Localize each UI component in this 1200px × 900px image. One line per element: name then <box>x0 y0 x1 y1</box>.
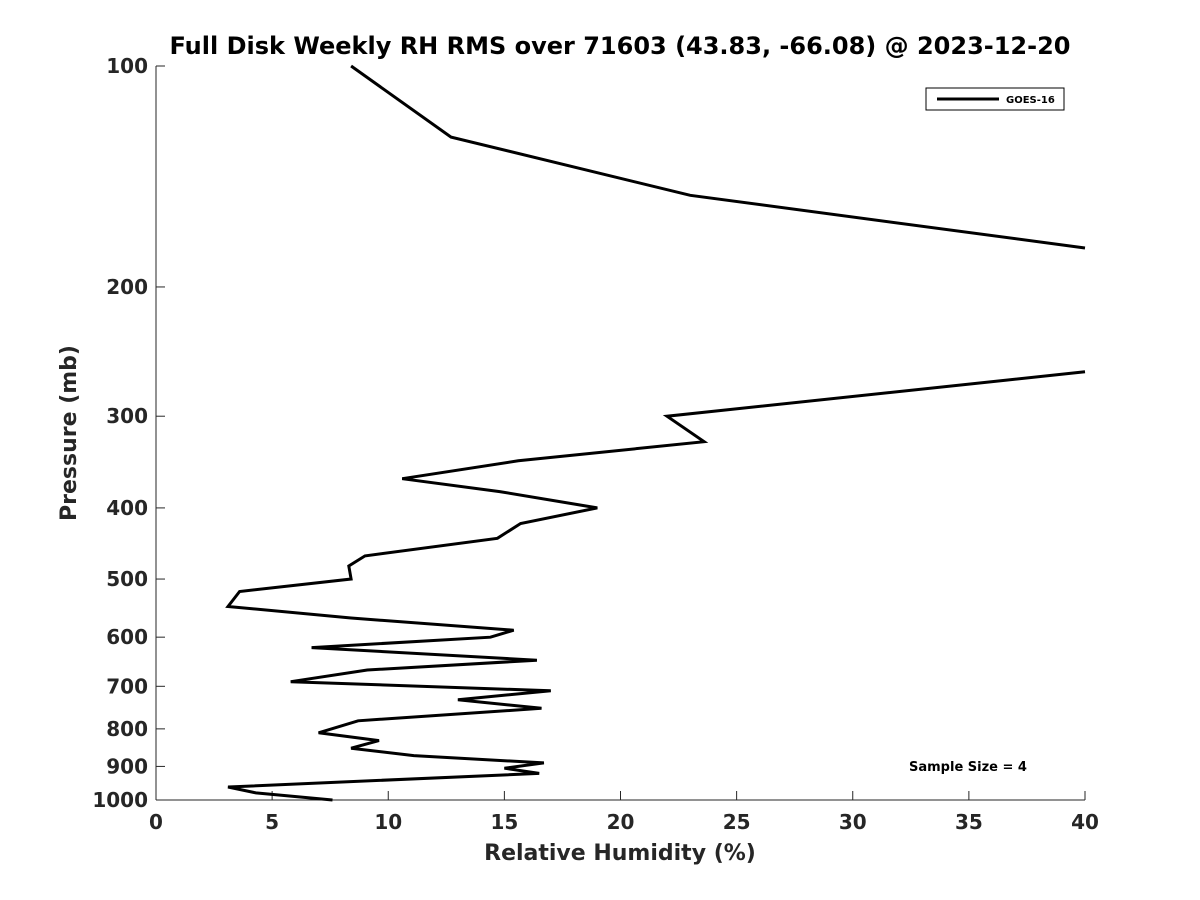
y-tick-label: 400 <box>106 496 148 520</box>
chart-title: Full Disk Weekly RH RMS over 71603 (43.8… <box>169 32 1070 60</box>
y-tick-label: 500 <box>106 567 148 591</box>
x-tick-label: 40 <box>1071 810 1099 834</box>
series-line-goes-16 <box>225 370 1086 802</box>
x-tick-label: 20 <box>607 810 635 834</box>
y-tick-label: 800 <box>106 717 148 741</box>
y-axis-label: Pressure (mb) <box>57 345 82 521</box>
y-tick-label: 100 <box>106 54 148 78</box>
y-tick-label: 1000 <box>92 788 148 812</box>
x-tick-label: 5 <box>265 810 279 834</box>
x-tick-label: 10 <box>374 810 402 834</box>
y-tick-label: 700 <box>106 674 148 698</box>
axes: 0 5 10 15 20 25 30 35 40 100 200 300 400 500 600 700 800… <box>92 54 1099 834</box>
x-tick-label: 35 <box>955 810 983 834</box>
x-axis-label: Relative Humidity (%) <box>484 841 756 866</box>
series-layer <box>225 64 1086 802</box>
y-tick-label: 900 <box>106 754 148 778</box>
series-line-goes-16 <box>350 64 1086 250</box>
x-tick-label: 25 <box>723 810 751 834</box>
x-tick-label: 30 <box>839 810 867 834</box>
y-tick-label: 300 <box>106 404 148 428</box>
y-tick-label: 200 <box>106 275 148 299</box>
sample-size-annotation: Sample Size = 4 <box>909 760 1027 775</box>
legend: GOES-16 <box>925 87 1065 111</box>
y-tick-label: 600 <box>106 625 148 649</box>
legend-entry-goes-16: GOES-16 <box>1006 95 1055 106</box>
x-tick-label: 0 <box>149 810 163 834</box>
x-tick-label: 15 <box>490 810 518 834</box>
